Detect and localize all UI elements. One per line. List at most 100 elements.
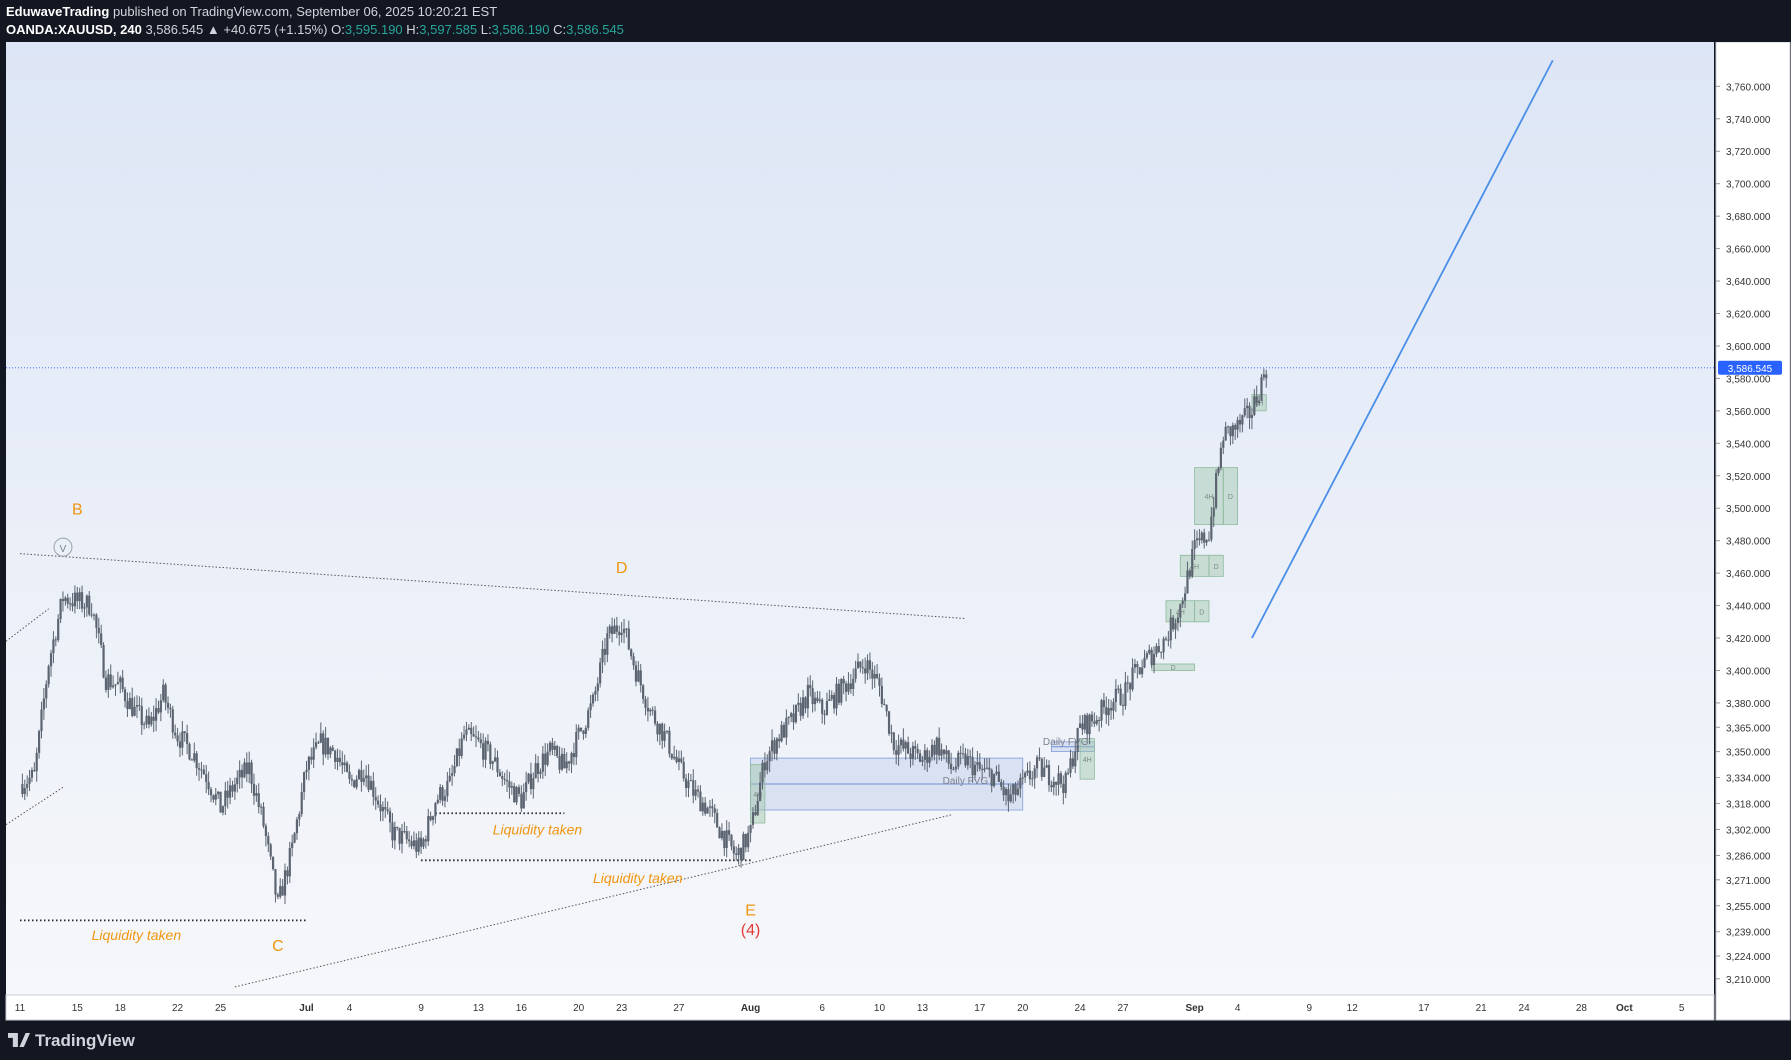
candle-body — [482, 743, 485, 760]
candle-body — [276, 894, 279, 897]
candle-body — [680, 758, 683, 762]
candle-body — [806, 684, 809, 709]
candle-body — [1238, 419, 1242, 425]
candle-body — [1000, 781, 1003, 787]
candle-body — [1150, 649, 1153, 666]
candle-body — [539, 771, 542, 774]
candle-body — [981, 768, 984, 770]
candle-body — [178, 741, 182, 748]
tradingview-logo[interactable]: TradingView — [8, 1031, 135, 1051]
candle-body — [353, 780, 356, 788]
candle-body — [295, 819, 299, 834]
y-tick-label: 3,210.000 — [1726, 975, 1771, 986]
symbol-label[interactable]: OANDA:XAUUSD, 240 — [6, 22, 142, 37]
author-name[interactable]: EduwaveTrading — [6, 4, 110, 19]
candle-body — [945, 750, 948, 755]
candle-body — [558, 756, 561, 770]
candle-body — [1262, 374, 1265, 378]
candle-body — [978, 762, 981, 769]
candle-body — [1200, 532, 1203, 541]
zone-label: D — [1228, 494, 1233, 501]
x-tick-label: 15 — [72, 1003, 84, 1014]
candle-body — [594, 691, 597, 695]
x-tick-label: 25 — [215, 1003, 227, 1014]
candle-body — [396, 826, 399, 828]
candle-body — [899, 739, 903, 746]
candle-body — [1059, 773, 1063, 784]
candle-body — [169, 707, 172, 710]
candle-body — [522, 792, 525, 809]
candle-body — [271, 856, 275, 870]
candle-body — [849, 683, 852, 690]
candle-body — [670, 753, 673, 759]
candle-body — [995, 771, 998, 774]
candle-body — [787, 716, 790, 718]
candle-body — [639, 670, 642, 686]
candle-body — [1243, 408, 1246, 416]
candle-body — [408, 839, 411, 842]
candle-body — [1035, 757, 1039, 769]
candle-body — [78, 592, 81, 602]
candle-body — [312, 747, 315, 760]
candle-body — [1241, 415, 1244, 425]
candle-body — [1224, 426, 1227, 441]
y-tick-label: 3,271.000 — [1726, 876, 1771, 887]
candle-body — [811, 688, 814, 705]
candle-body — [386, 809, 389, 812]
candle-body — [964, 753, 967, 766]
y-tick-label: 3,460.000 — [1726, 569, 1771, 580]
candle-body — [656, 723, 659, 735]
candle-body — [782, 724, 786, 738]
candle-body — [427, 816, 430, 842]
candle-body — [1162, 638, 1165, 653]
candle-body — [560, 753, 564, 770]
candle-body — [1167, 639, 1170, 641]
candle-body — [959, 752, 962, 754]
candle-body — [833, 694, 836, 709]
y-tick-label: 3,740.000 — [1726, 115, 1771, 126]
candle-body — [262, 806, 265, 827]
candle-body — [587, 710, 590, 728]
candle-body — [350, 778, 353, 781]
candle-body — [759, 782, 762, 801]
candle-body — [947, 750, 950, 764]
candle-body — [775, 738, 778, 754]
candle-body — [704, 802, 707, 814]
candle-body — [403, 831, 406, 833]
candle-body — [534, 763, 537, 779]
candle-body — [317, 742, 320, 744]
candle-body — [716, 812, 719, 828]
candle-body — [360, 770, 363, 782]
x-tick-label: Jul — [299, 1003, 314, 1014]
candle-body — [367, 775, 370, 790]
candle-body — [88, 595, 91, 615]
x-tick-label: 16 — [516, 1003, 528, 1014]
candle-body — [434, 803, 437, 817]
wave-label: D — [616, 560, 628, 577]
x-tick-label: 23 — [616, 1003, 628, 1014]
candle-body — [902, 739, 905, 749]
candle-body — [186, 733, 189, 744]
candle-body — [462, 734, 466, 739]
candle-body — [627, 628, 630, 650]
candle-body — [861, 667, 864, 669]
candle-body — [479, 739, 482, 744]
y-tick-label: 3,640.000 — [1726, 277, 1771, 288]
time-axis — [5, 994, 1715, 1021]
candle-body — [837, 683, 841, 703]
candle-body — [126, 701, 129, 710]
candle-body — [319, 733, 322, 743]
publish-info: EduwaveTrading published on TradingView.… — [6, 4, 497, 19]
candle-body — [794, 704, 798, 723]
candle-body — [699, 791, 702, 812]
candle-body — [1050, 785, 1053, 788]
candle-body — [696, 789, 700, 792]
price-chart[interactable]: 4H4HD4HD4HD4HD4H3,586.5453,210.0003,224.… — [0, 42, 1791, 1022]
candle-body — [1222, 440, 1225, 448]
price-scale — [1715, 42, 1791, 1021]
candle-body — [1152, 654, 1156, 666]
candle-body — [267, 836, 270, 845]
candle-body — [123, 689, 127, 702]
marker-circle — [53, 537, 73, 557]
y-tick-label: 3,334.000 — [1726, 774, 1771, 785]
